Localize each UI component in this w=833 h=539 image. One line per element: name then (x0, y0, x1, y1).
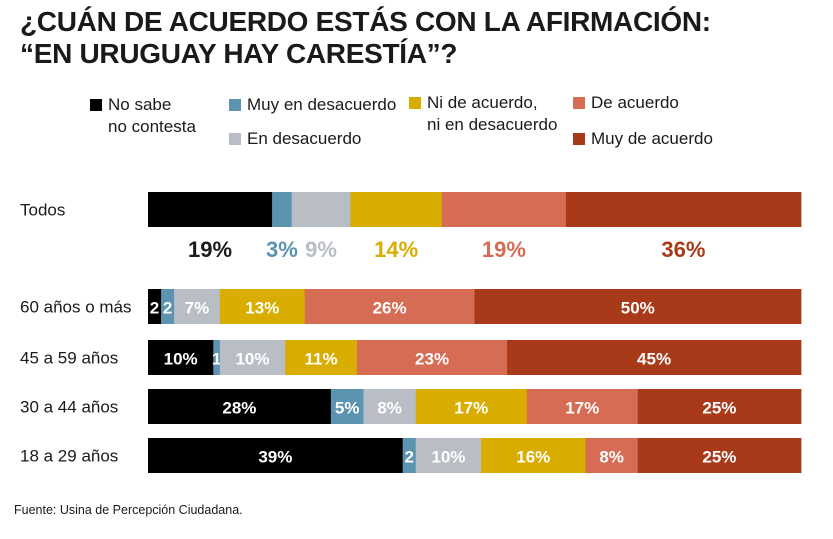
bar-label-2-4: 17% (565, 399, 599, 418)
bar-segment-todos-4 (441, 192, 567, 227)
bar-label-todos-3: 14% (374, 237, 418, 262)
legend-item-de-acuerdo: De acuerdo (573, 92, 679, 114)
chart-title: ¿CUÁN DE ACUERDO ESTÁS CON LA AFIRMACIÓN… (20, 6, 820, 70)
bar-label-1-2: 10% (235, 350, 269, 369)
source-note: Fuente: Usina de Percepción Ciudadana. (14, 503, 243, 517)
bar-label-3-2: 10% (431, 448, 465, 467)
bar-segment-todos-2 (291, 192, 351, 227)
bar-segment-3-2 (415, 438, 482, 473)
bar-label-0-4: 26% (373, 299, 407, 318)
bar-label-1-4: 23% (415, 350, 449, 369)
bar-segment-3-3 (481, 438, 586, 473)
bar-row-3: 18 a 29 años 39% 2 10% 16% 8% 25% (20, 438, 802, 473)
bar-segment-1-2 (219, 340, 286, 375)
category-label-2: 30 a 44 años (20, 398, 118, 417)
bar-label-3-5: 25% (702, 448, 736, 467)
bar-row-1: 45 a 59 años 10% 1 10% 11% 23% 45% (20, 340, 802, 375)
legend-label-en-desacuerdo: En desacuerdo (247, 129, 362, 148)
bar-label-todos-1: 3% (266, 237, 298, 262)
bar-segment-todos-3 (350, 192, 443, 227)
bar-segment-0-2 (174, 289, 221, 324)
category-label-3: 18 a 29 años (20, 447, 118, 466)
bar-segment-0-0 (148, 289, 162, 324)
bar-segment-1-3 (285, 340, 358, 375)
bar-label-todos-0: 19% (188, 237, 232, 262)
category-label-1: 45 a 59 años (20, 349, 118, 368)
bar-segment-1-0 (148, 340, 214, 375)
bar-segment-0-1 (161, 289, 175, 324)
bar-segment-todos-5 (565, 192, 802, 227)
bar-label-3-1: 2 (404, 448, 413, 467)
bar-segment-2-3 (415, 389, 528, 424)
category-label-0: 60 años o más (20, 298, 132, 317)
bar-segment-1-1 (213, 340, 221, 375)
bar-segment-2-4 (526, 389, 639, 424)
bar-segment-3-4 (585, 438, 639, 473)
bar-label-todos-4: 19% (482, 237, 526, 262)
legend-label-muy-en-desacuerdo: Muy en desacuerdo (247, 95, 397, 114)
chart-title-line-1: ¿CUÁN DE ACUERDO ESTÁS CON LA AFIRMACIÓN… (20, 6, 711, 37)
legend-label-ni-de-acuerdo: Ni de acuerdo, ni en desacuerdo (427, 93, 558, 134)
bar-segment-todos-0 (148, 192, 273, 227)
legend-swatch-en-desacuerdo (229, 133, 241, 145)
bar-segment-3-5 (637, 438, 802, 473)
bar-label-0-1: 2 (163, 299, 172, 318)
bar-label-0-3: 13% (245, 299, 279, 318)
bar-label-todos-5: 36% (661, 237, 705, 262)
legend-item-muy-en-desacuerdo: Muy en desacuerdo (229, 94, 396, 116)
bar-label-2-2: 8% (377, 399, 402, 418)
bar-label-1-3: 11% (304, 350, 337, 369)
bar-label-3-4: 8% (599, 448, 624, 467)
bar-segment-2-5 (637, 389, 802, 424)
bar-label-0-2: 7% (185, 299, 210, 318)
bar-segment-2-0 (148, 389, 332, 424)
bar-row-todos: Todos 19% 3% 9% 14% 19% 36% (20, 192, 802, 262)
bar-segment-todos-1 (272, 192, 293, 227)
bar-label-1-5: 45% (637, 350, 671, 369)
bar-label-todos-2: 9% (305, 237, 337, 262)
legend-swatch-no-sabe (90, 99, 102, 111)
bar-segment-0-4 (304, 289, 475, 324)
legend-item-no-sabe: No sabe no contesta (90, 94, 196, 138)
bar-row-0: 60 años o más 2 2 7% 13% 26% 50% (20, 289, 802, 324)
bar-label-2-5: 25% (702, 399, 736, 418)
legend-swatch-muy-en-desacuerdo (229, 99, 241, 111)
bar-segment-1-4 (356, 340, 508, 375)
legend-item-muy-de-acuerdo: Muy de acuerdo (573, 128, 713, 150)
legend-item-ni-de-acuerdo: Ni de acuerdo, ni en desacuerdo (409, 92, 557, 136)
chart-title-line-2: “EN URUGUAY HAY CARESTÍA”? (20, 38, 458, 69)
bar-label-3-3: 16% (516, 448, 550, 467)
bar-label-2-0: 28% (222, 399, 256, 418)
bar-label-2-3: 17% (454, 399, 488, 418)
bar-segment-2-1 (330, 389, 364, 424)
legend-item-en-desacuerdo: En desacuerdo (229, 128, 361, 150)
bar-segment-3-1 (402, 438, 417, 473)
bar-label-1-1: 1 (212, 350, 221, 369)
bar-label-3-0: 39% (258, 448, 292, 467)
bar-segment-0-5 (474, 289, 802, 324)
bar-label-0-5: 50% (621, 299, 655, 318)
legend-swatch-muy-de-acuerdo (573, 133, 585, 145)
bar-segment-3-0 (148, 438, 404, 473)
bar-segment-1-5 (507, 340, 802, 375)
legend-swatch-ni-de-acuerdo (409, 97, 421, 109)
legend-label-de-acuerdo: De acuerdo (591, 93, 679, 112)
bar-label-1-0: 10% (164, 350, 198, 369)
legend-swatch-de-acuerdo (573, 97, 585, 109)
bar-segment-0-3 (219, 289, 306, 324)
bar-label-2-1: 5% (335, 399, 360, 418)
bar-segment-2-2 (363, 389, 417, 424)
legend-label-no-sabe: No sabe no contesta (108, 95, 196, 136)
legend-label-muy-de-acuerdo: Muy de acuerdo (591, 129, 713, 148)
bar-row-2: 30 a 44 años 28% 5% 8% 17% 17% 25% (20, 389, 802, 424)
category-label-todos: Todos (20, 201, 65, 220)
bar-label-0-0: 2 (150, 299, 159, 318)
